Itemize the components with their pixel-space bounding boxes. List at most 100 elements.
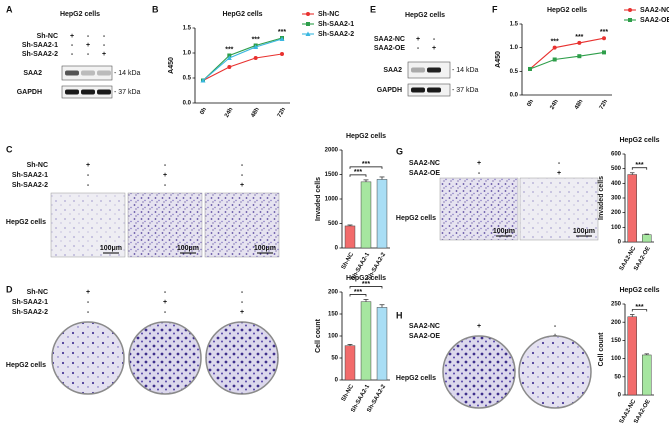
point (577, 40, 582, 45)
point (279, 36, 285, 41)
y-axis-label: Invaded cells (598, 176, 605, 220)
blot-label: GAPDH (17, 89, 42, 96)
blot-size: - 14 kDa (452, 67, 479, 74)
legend-marker (306, 22, 310, 26)
sign: + (163, 172, 167, 179)
point (602, 50, 606, 55)
legend-label: SAA2-OE (640, 17, 669, 24)
sign: - (241, 172, 244, 179)
y-tick-label: 0.5 (183, 76, 192, 82)
significance-bracket (631, 309, 648, 312)
micrograph (519, 177, 599, 241)
sign: - (87, 33, 90, 40)
sign: - (71, 42, 74, 49)
sign: + (557, 170, 561, 177)
y-axis-label: Cell count (598, 332, 605, 367)
blot-band (427, 67, 441, 73)
point (200, 78, 206, 83)
y-tick-label: 0 (618, 240, 622, 246)
series-line (202, 53, 283, 81)
y-tick-label: 100 (611, 356, 622, 362)
significance-bracket (349, 174, 367, 177)
micrograph (50, 192, 126, 258)
y-tick-label: 150 (611, 338, 622, 344)
bar (376, 179, 388, 249)
y-tick-label: 0.0 (510, 93, 519, 99)
annotation: *** (278, 29, 286, 36)
sign: - (164, 182, 167, 189)
series-line (202, 37, 283, 81)
significance-bracket (631, 167, 648, 170)
panel-label: G (396, 146, 403, 156)
series-line (529, 51, 605, 70)
y-tick-label: 600 (611, 152, 622, 158)
x-tick-label: 0h (199, 107, 208, 116)
blot-band (97, 70, 111, 76)
x-tick-label: 48h (574, 99, 585, 111)
legend-marker (628, 18, 632, 22)
y-tick-label: 500 (328, 221, 339, 227)
point (602, 36, 606, 41)
row-label: Sh-NC (37, 33, 58, 40)
panel-label: C (6, 144, 13, 154)
y-tick-label: 0.0 (183, 101, 192, 107)
scale-label: 100μm (573, 228, 595, 235)
y-tick-label: 50 (331, 356, 338, 362)
dish (51, 321, 125, 395)
sign: + (240, 182, 244, 189)
panel-label: F (492, 4, 498, 14)
chart-title: HepG2 cells (346, 133, 386, 140)
row-label: Sh-SAA2-2 (22, 51, 58, 58)
sign: + (432, 45, 436, 52)
chart-title: HepG2 cells (619, 287, 659, 294)
sign: + (86, 289, 90, 296)
blot-band (81, 70, 95, 76)
y-tick-label: 1500 (325, 172, 339, 178)
point (552, 57, 557, 62)
y-tick-label: 400 (611, 181, 622, 187)
sign: - (71, 51, 74, 58)
blot-title: HepG2 cells (405, 12, 445, 19)
sign: - (87, 51, 90, 58)
cell-label: HepG2 cells (6, 219, 46, 226)
row-label: Sh-SAA2-1 (22, 42, 58, 49)
x-tick-label: 48h (250, 107, 261, 119)
significance-label: *** (362, 161, 370, 168)
y-tick-label: 250 (611, 302, 622, 308)
panel-label: B (152, 4, 159, 14)
y-axis-label: Invaded cells (315, 177, 322, 221)
chart-title: HepG2 cells (222, 11, 262, 18)
significance-bracket (349, 294, 367, 297)
point (528, 66, 532, 71)
y-tick-label: 150 (328, 312, 339, 318)
row-label: Sh-NC (27, 162, 48, 169)
y-tick-label: 0.5 (510, 69, 519, 75)
blot-band (81, 89, 95, 95)
annotation: *** (575, 34, 583, 41)
sign: - (417, 45, 420, 52)
legend-label: Sh-SAA2-2 (318, 31, 354, 38)
row-label: Sh-SAA2-2 (12, 182, 48, 189)
significance-label: *** (354, 289, 362, 296)
cell-label: HepG2 cells (396, 375, 436, 382)
cell-label: HepG2 cells (396, 215, 436, 222)
sign: - (164, 309, 167, 316)
sign: - (164, 289, 167, 296)
blot-label: GAPDH (377, 87, 402, 94)
significance-bracket (349, 166, 383, 169)
sign: + (163, 299, 167, 306)
sign: - (241, 289, 244, 296)
y-tick-label: 1000 (325, 197, 339, 203)
legend-label: Sh-NC (318, 11, 339, 18)
sign: + (240, 309, 244, 316)
bar (344, 345, 356, 381)
blot-title: HepG2 cells (60, 11, 100, 18)
y-tick-label: 200 (328, 290, 339, 296)
point (552, 45, 557, 50)
row-label: Sh-NC (27, 289, 48, 296)
row-label: SAA2-NC (409, 160, 440, 167)
y-tick-label: 0 (335, 378, 339, 384)
bar (360, 181, 372, 249)
bar (360, 301, 372, 381)
sign: - (87, 172, 90, 179)
